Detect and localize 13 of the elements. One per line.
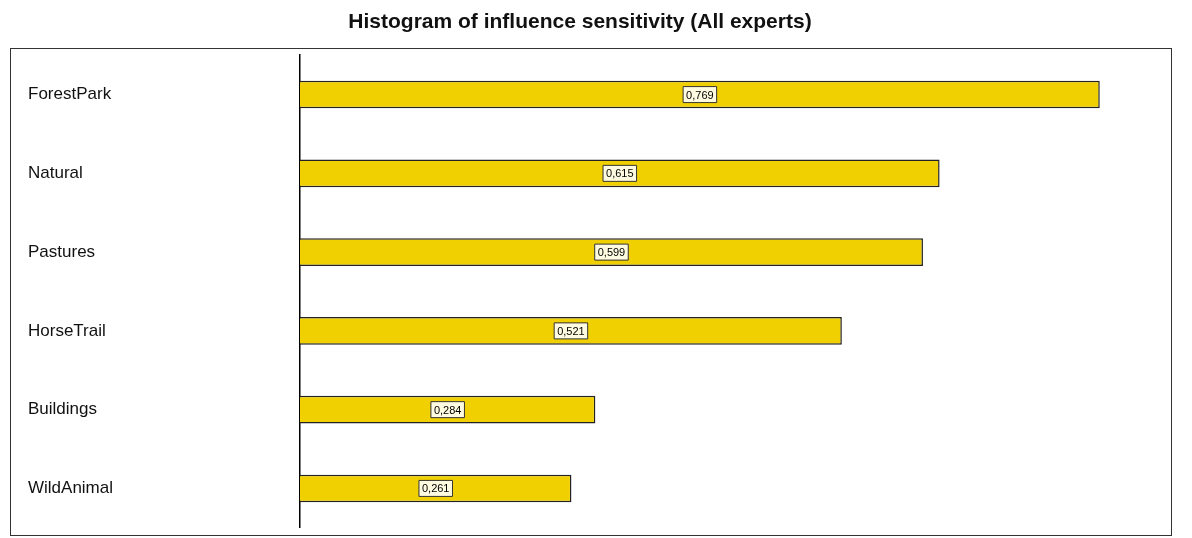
data-label: 0,521 bbox=[557, 324, 585, 337]
data-label: 0,599 bbox=[597, 246, 626, 259]
data-label: 0,615 bbox=[606, 167, 634, 180]
chart-title: Histogram of influence sensitivity (All experts) bbox=[348, 9, 812, 33]
y-tick-label: ForestPark bbox=[28, 84, 112, 104]
y-tick-label: Pastures bbox=[28, 241, 96, 261]
y-tick-label: Buildings bbox=[28, 399, 97, 419]
y-tick-label: WildAnimal bbox=[28, 478, 114, 498]
y-tick-label: Natural bbox=[28, 163, 83, 183]
y-tick-label: HorseTrail bbox=[28, 320, 106, 340]
data-label: 0,284 bbox=[433, 403, 462, 416]
data-label: 0,261 bbox=[421, 482, 450, 495]
data-label: 0,769 bbox=[686, 88, 714, 101]
